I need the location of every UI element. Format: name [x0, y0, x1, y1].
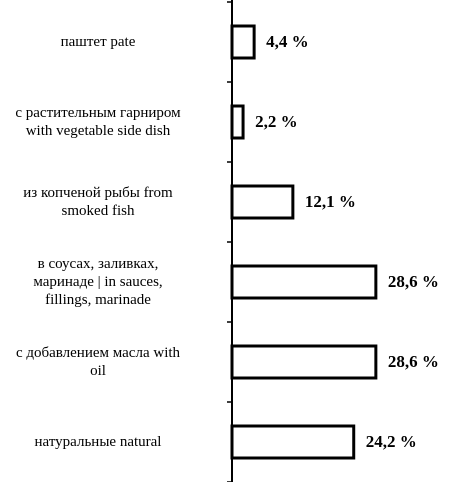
value-label: 28,6 % — [387, 272, 439, 291]
value-label: 28,6 % — [387, 352, 439, 371]
bar — [230, 24, 256, 60]
category-label: натуральные natural — [34, 434, 162, 450]
bar — [230, 424, 356, 460]
category-label: из копченой рыбы from smoked fish — [23, 185, 173, 219]
value-label: 24,2 % — [365, 432, 417, 451]
value-label: 4,4 % — [266, 32, 309, 51]
category-label: в соусах, заливках, маринаде | in sauces… — [33, 256, 163, 308]
category-label: с добавлением масла with oil — [15, 345, 181, 379]
bar — [230, 104, 245, 140]
category-label: с растительным гарниром with vegetable s… — [15, 105, 181, 139]
bar — [230, 344, 378, 380]
value-label: 2,2 % — [255, 112, 298, 131]
value-label: 12,1 % — [304, 192, 356, 211]
bar — [230, 184, 295, 220]
category-label: паштет pate — [60, 34, 136, 50]
bar — [230, 264, 378, 300]
